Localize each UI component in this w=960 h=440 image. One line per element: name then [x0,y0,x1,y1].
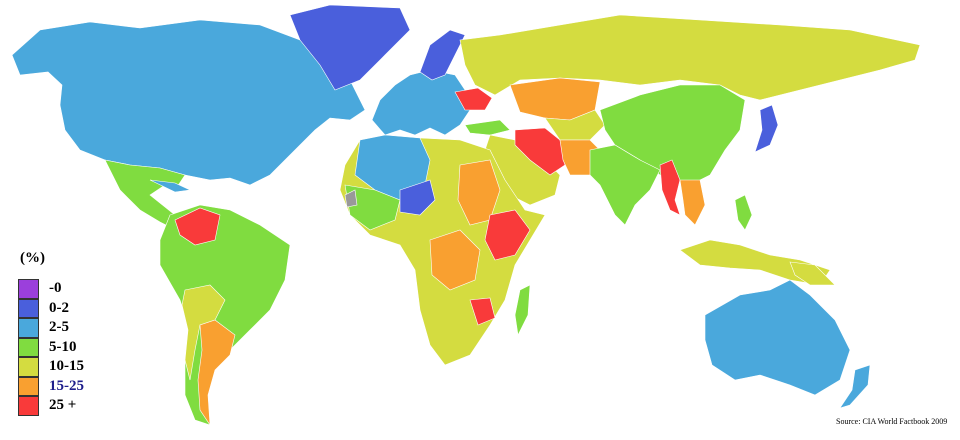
region-new-zealand [839,364,871,409]
legend-item: 25 + [18,396,84,416]
legend-label: 15-25 [49,377,84,394]
legend-label: -0 [49,280,62,297]
region-central-africa [429,229,481,291]
region-europe [371,69,471,136]
legend-item: 2-5 [18,318,84,338]
region-no-data [344,189,358,208]
region-iran [514,127,566,176]
region-west-africa [344,184,401,231]
legend-item: 0-2 [18,298,84,318]
legend-swatch [18,318,39,338]
region-turkey [464,119,511,136]
legend-swatch [18,298,39,318]
region-zimbabwe [469,297,496,326]
region-south-america [159,204,291,426]
legend-label: 25 + [49,397,77,414]
legend-swatch [18,376,39,396]
region-scandinavia [419,29,466,81]
legend-item: -0 [18,279,84,299]
source-caption: Source: CIA World Factbook 2009 [836,417,948,426]
region-caribbean [149,179,192,193]
legend-item: 10-15 [18,357,84,377]
region-argentina [197,319,236,427]
region-australia [704,279,851,396]
region-japan [754,104,779,153]
region-india [589,144,661,226]
region-myanmar [659,159,681,216]
legend-swatch [18,357,39,377]
legend: (%) -0 0-2 2-5 5-10 10-15 15-25 25 + [18,250,84,416]
legend-item: 15-25 [18,376,84,396]
region-venezuela [174,207,221,246]
legend-item: 5-10 [18,337,84,357]
region-greenland [289,4,411,91]
region-niger-chad [399,179,436,216]
region-bolivia-chile [181,284,226,381]
region-ukraine [454,87,493,111]
legend-label: 2-5 [49,319,69,336]
region-central-america [104,159,191,233]
region-new-guinea [789,261,836,286]
legend-label: 5-10 [49,338,77,355]
legend-swatch [18,337,39,357]
region-russia [459,14,921,101]
region-philippines [734,194,753,231]
legend-swatch [18,279,39,299]
legend-label: 0-2 [49,299,69,316]
legend-title: (%) [20,250,45,266]
legend-swatch [18,396,39,416]
region-southeast-asia [679,179,706,226]
region-north-america [11,19,366,186]
region-madagascar [514,284,531,336]
region-ethiopia-kenya [484,209,531,261]
legend-label: 10-15 [49,358,84,375]
